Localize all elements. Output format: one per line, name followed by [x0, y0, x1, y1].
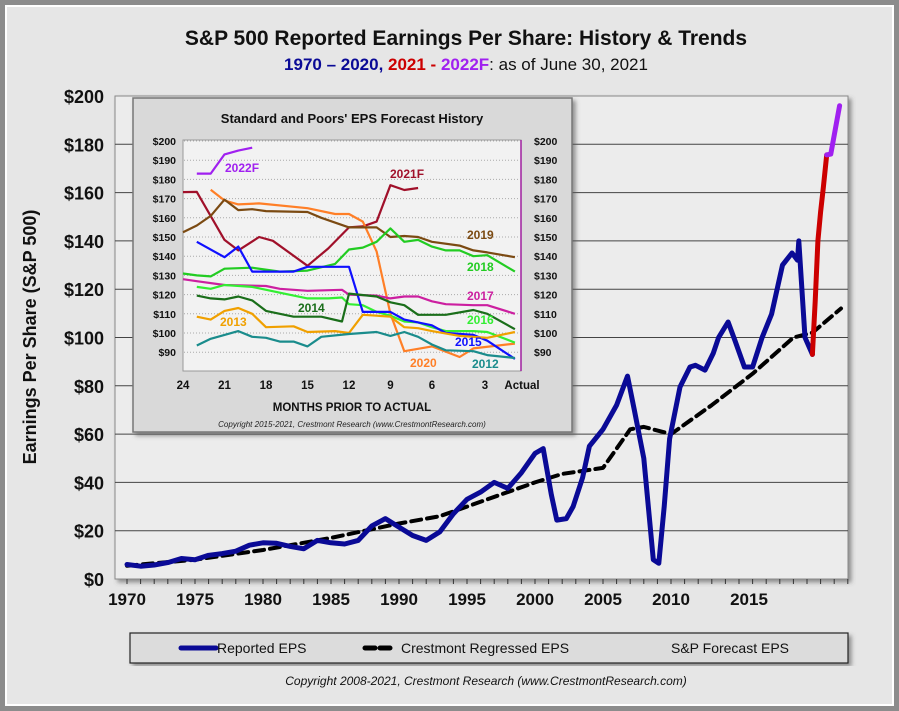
x-tick-label: 2005 — [584, 590, 622, 609]
copyright: Copyright 2008-2021, Crestmont Research … — [285, 674, 687, 688]
x-tick-label: 1980 — [244, 590, 282, 609]
svg-text:S&P Forecast EPS: S&P Forecast EPS — [671, 640, 789, 656]
inset-series-2019 — [182, 198, 516, 259]
inset-series-2012 — [196, 330, 516, 360]
inset-y-tick-label-left: $100 — [153, 328, 177, 340]
inset-y-tick-label-left: $160 — [153, 213, 177, 225]
y-tick-label: $140 — [64, 232, 104, 252]
inset-series-label: 2013 — [220, 315, 247, 329]
inset-y-tick-label-left: $110 — [153, 309, 176, 321]
inset-series-2022f — [196, 146, 253, 175]
x-tick-label: 1970 — [108, 590, 146, 609]
legend-item-regressed: Crestmont Regressed EPS — [362, 640, 569, 656]
inset-series-label: 2015 — [455, 335, 482, 349]
x-tick-label: 2015 — [730, 590, 768, 609]
chart-subtitle: 1970 – 2020, 2021 - 2022F: as of June 30… — [284, 55, 648, 74]
inset-y-tick-label-left: $200 — [153, 136, 177, 148]
inset-y-tick-label-left: $120 — [153, 290, 177, 302]
y-tick-label: $120 — [64, 280, 104, 300]
inset-series-label: 2017 — [467, 289, 494, 303]
inset-y-tick-label-left: $190 — [153, 155, 177, 167]
y-tick-label: $180 — [64, 135, 104, 155]
inset-y-tick-label-right: $150 — [534, 232, 558, 244]
inset-series-2021f — [182, 184, 419, 267]
inset-y-tick-label-right: $100 — [534, 328, 558, 340]
inset-x-tick-label: 9 — [387, 380, 393, 392]
inset-y-tick-label-left: $170 — [153, 194, 177, 206]
inset-y-tick-label-right: $190 — [534, 155, 558, 167]
inset-series-2020 — [210, 188, 516, 359]
x-tick-label: 1990 — [380, 590, 418, 609]
inset-series-2015 — [196, 240, 516, 360]
y-axis-title: Earnings Per Share (S&P 500) — [20, 210, 40, 465]
series-forecast-2022 — [824, 103, 843, 158]
chart-title: S&P 500 Reported Earnings Per Share: His… — [185, 27, 747, 50]
series-forecast-2021 — [809, 152, 830, 357]
inset-series-label: 2020 — [410, 356, 437, 370]
inset-title: Standard and Poors' EPS Forecast History — [221, 111, 484, 126]
inset-x-tick-label: 6 — [429, 380, 435, 392]
inset-series-2016 — [196, 283, 516, 344]
legend-item-reported: Reported EPS — [178, 640, 307, 656]
inset-y-tick-label-right: $160 — [534, 213, 558, 225]
inset-x-tick-label: 15 — [301, 380, 314, 392]
inset-series-2014 — [196, 292, 516, 331]
inset-y-tick-label-right: $120 — [534, 290, 558, 302]
inset-y-tick-label-left: $140 — [153, 251, 177, 263]
inset-y-tick-label-left: $90 — [158, 347, 176, 359]
inset-y-tick-label-left: $130 — [153, 270, 177, 282]
inset-series-label: 2019 — [467, 228, 494, 242]
y-tick-label: $80 — [74, 377, 104, 397]
inset-y-tick-label-right: $200 — [534, 136, 558, 148]
svg-text:Reported EPS: Reported EPS — [217, 640, 307, 656]
x-tick-label: 1995 — [448, 590, 486, 609]
inset-series-label: 2021F — [390, 167, 424, 181]
inset-series-label: 2012 — [472, 357, 499, 371]
legend — [129, 632, 849, 664]
inset-series-label: 2014 — [298, 301, 325, 315]
y-tick-label: $100 — [64, 329, 104, 349]
inset-series-label: 2016 — [467, 313, 494, 327]
inset-x-tick-label: Actual — [504, 380, 539, 392]
y-tick-label: $40 — [74, 473, 104, 493]
x-tick-label: 1975 — [176, 590, 214, 609]
x-tick-label: 2010 — [652, 590, 690, 609]
inset-x-tick-label: 21 — [218, 380, 231, 392]
inset-x-tick-label: 18 — [260, 380, 273, 392]
inset-x-axis-title: MONTHS PRIOR TO ACTUAL — [273, 402, 431, 414]
inset-y-tick-label-right: $170 — [534, 194, 558, 206]
legend-item-forecast: S&P Forecast EPS — [633, 640, 789, 656]
svg-text:Crestmont Regressed EPS: Crestmont Regressed EPS — [401, 640, 569, 656]
x-tick-label: 2000 — [516, 590, 554, 609]
inset-series-label: 2022F — [225, 161, 259, 175]
y-tick-label: $160 — [64, 184, 104, 204]
inset-x-tick-label: 3 — [482, 380, 488, 392]
inset-series-2018 — [182, 227, 516, 278]
inset-y-tick-label-right: $140 — [534, 251, 558, 263]
inset-y-tick-label-right: $110 — [534, 309, 557, 321]
inset-y-tick-label-right: $130 — [534, 270, 558, 282]
inset-series-label: 2018 — [467, 260, 494, 274]
y-tick-label: $20 — [74, 522, 104, 542]
inset-y-tick-label-left: $150 — [153, 232, 177, 244]
inset-y-tick-label-right: $180 — [534, 174, 558, 186]
x-tick-label: 1985 — [312, 590, 350, 609]
y-tick-label: $0 — [84, 570, 104, 590]
inset-copyright: Copyright 2015-2021, Crestmont Research … — [218, 420, 486, 429]
inset-x-tick-label: 12 — [343, 380, 356, 392]
inset-y-tick-label-right: $90 — [534, 347, 552, 359]
inset-y-tick-label-left: $180 — [153, 174, 177, 186]
inset-x-tick-label: 24 — [177, 380, 190, 392]
y-tick-label: $60 — [74, 425, 104, 445]
y-tick-label: $200 — [64, 87, 104, 107]
series-reported-eps — [124, 238, 815, 569]
